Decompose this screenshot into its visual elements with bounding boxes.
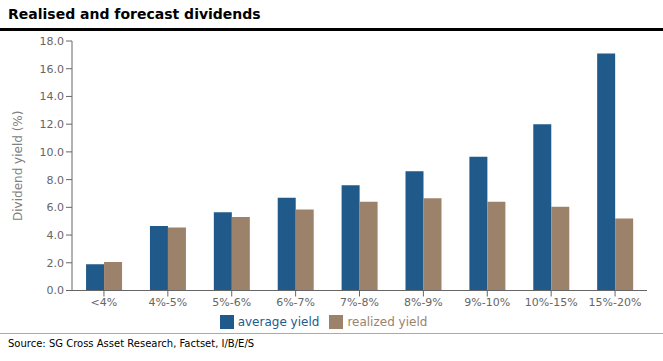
svg-text:8%-9%: 8%-9% bbox=[404, 296, 443, 309]
html-text:Source: SG Cross Asset Researc: Source: SG Cross Asset Research, Factset… bbox=[8, 338, 255, 349]
svg-text:7%-8%: 7%-8% bbox=[340, 296, 379, 309]
svg-text:4.0: 4.0 bbox=[47, 229, 65, 242]
svg-text:16.0: 16.0 bbox=[40, 63, 65, 76]
svg-text:12.0: 12.0 bbox=[40, 118, 65, 131]
svg-text:8.0: 8.0 bbox=[47, 174, 65, 187]
html-text:realized yield: realized yield bbox=[347, 314, 428, 329]
svg-text:4%-5%: 4%-5% bbox=[148, 296, 187, 309]
svg-text:10%-15%: 10%-15% bbox=[525, 296, 578, 309]
html-text:average yield: average yield bbox=[237, 314, 320, 329]
svg-text:6%-7%: 6%-7% bbox=[276, 296, 315, 309]
svg-text:15%-20%: 15%-20% bbox=[589, 296, 642, 309]
svg-text:0.0: 0.0 bbox=[47, 284, 65, 297]
svg-text:14.0: 14.0 bbox=[40, 90, 65, 103]
svg-text:6.0: 6.0 bbox=[47, 201, 65, 214]
html-text:Realised and forecast dividend: Realised and forecast dividends bbox=[8, 6, 261, 22]
svg-text:<4%: <4% bbox=[91, 296, 118, 309]
svg-text:10.0: 10.0 bbox=[40, 146, 65, 159]
svg-text:9%-10%: 9%-10% bbox=[464, 296, 510, 309]
svg-text:18.0: 18.0 bbox=[40, 35, 65, 48]
svg-text:2.0: 2.0 bbox=[47, 257, 65, 270]
svg-text:5%-6%: 5%-6% bbox=[212, 296, 251, 309]
svg-text:Dividend yield (%): Dividend yield (%) bbox=[11, 111, 25, 221]
